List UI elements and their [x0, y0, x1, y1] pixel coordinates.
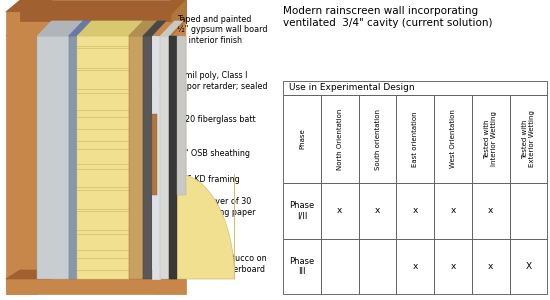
- Text: North Orientation: North Orientation: [337, 108, 343, 170]
- Text: Phase: Phase: [299, 129, 305, 149]
- Bar: [397, 95, 434, 183]
- Polygon shape: [157, 0, 186, 36]
- Text: R-20 fiberglass batt: R-20 fiberglass batt: [123, 116, 256, 132]
- Bar: [509, 183, 547, 238]
- Text: ½" OSB sheathing: ½" OSB sheathing: [146, 148, 250, 159]
- Text: x: x: [450, 206, 455, 215]
- Polygon shape: [6, 270, 200, 279]
- Bar: [283, 238, 321, 294]
- Bar: [472, 183, 509, 238]
- Bar: [283, 95, 321, 183]
- Polygon shape: [143, 21, 166, 36]
- Bar: [434, 183, 472, 238]
- Text: x: x: [488, 262, 493, 271]
- Text: Use in Experimental Design: Use in Experimental Design: [289, 83, 414, 92]
- Polygon shape: [177, 174, 234, 279]
- Polygon shape: [169, 36, 177, 279]
- Text: Phase
III: Phase III: [289, 256, 315, 276]
- Text: x: x: [412, 206, 418, 215]
- Bar: [359, 183, 397, 238]
- Polygon shape: [152, 114, 157, 195]
- Polygon shape: [20, 0, 186, 21]
- Bar: [321, 95, 359, 183]
- Polygon shape: [157, 15, 186, 294]
- Bar: [397, 238, 434, 294]
- Bar: [509, 238, 547, 294]
- Text: x: x: [412, 262, 418, 271]
- Polygon shape: [77, 21, 143, 36]
- Polygon shape: [6, 21, 186, 36]
- Polygon shape: [6, 0, 52, 12]
- Polygon shape: [37, 0, 52, 294]
- Text: x: x: [488, 206, 493, 215]
- Bar: [434, 95, 472, 183]
- Polygon shape: [37, 36, 69, 279]
- Bar: [359, 95, 397, 183]
- Polygon shape: [77, 36, 129, 279]
- Polygon shape: [69, 36, 77, 279]
- Text: Double layer of 30
min. building paper: Double layer of 30 min. building paper: [155, 197, 256, 217]
- Text: 2x6 KD framing: 2x6 KD framing: [117, 176, 240, 184]
- Polygon shape: [160, 36, 169, 279]
- Polygon shape: [152, 36, 160, 279]
- Text: ¾" strapping: ¾" strapping: [157, 217, 229, 242]
- Bar: [283, 81, 547, 95]
- Polygon shape: [177, 36, 186, 195]
- Text: Modern rainscreen wall incorporating
ventilated  3/4" cavity (current solution): Modern rainscreen wall incorporating ven…: [283, 6, 493, 28]
- Text: x: x: [375, 206, 380, 215]
- Text: 6 mil poly, Class I
vapor retarder; sealed: 6 mil poly, Class I vapor retarder; seal…: [103, 71, 268, 96]
- Bar: [509, 95, 547, 183]
- Bar: [397, 183, 434, 238]
- Text: South orientation: South orientation: [375, 109, 381, 169]
- Polygon shape: [37, 21, 83, 36]
- Text: X: X: [525, 262, 531, 271]
- Polygon shape: [172, 0, 186, 36]
- Text: ¾" stucco on
backerboard: ¾" stucco on backerboard: [189, 247, 267, 274]
- Polygon shape: [143, 36, 152, 279]
- Polygon shape: [129, 36, 143, 279]
- Bar: [472, 238, 509, 294]
- Bar: [321, 238, 359, 294]
- Bar: [359, 238, 397, 294]
- Polygon shape: [129, 21, 157, 36]
- Bar: [283, 183, 321, 238]
- Bar: [321, 183, 359, 238]
- Text: Taped and painted
½" gypsum wall board
as interior finish: Taped and painted ½" gypsum wall board a…: [89, 15, 268, 53]
- Text: x: x: [450, 262, 455, 271]
- Text: Phase
I/II: Phase I/II: [289, 201, 315, 220]
- Text: East orientation: East orientation: [412, 111, 418, 167]
- Text: x: x: [337, 206, 343, 215]
- Bar: [472, 95, 509, 183]
- Text: West Orientation: West Orientation: [450, 110, 456, 169]
- Polygon shape: [160, 21, 183, 36]
- Polygon shape: [6, 12, 37, 294]
- Text: Tested with
Interior Wetting: Tested with Interior Wetting: [484, 112, 497, 166]
- Polygon shape: [6, 279, 186, 294]
- Bar: [434, 238, 472, 294]
- Polygon shape: [69, 21, 91, 36]
- Text: Tested with
Exterior Wetting: Tested with Exterior Wetting: [522, 111, 535, 167]
